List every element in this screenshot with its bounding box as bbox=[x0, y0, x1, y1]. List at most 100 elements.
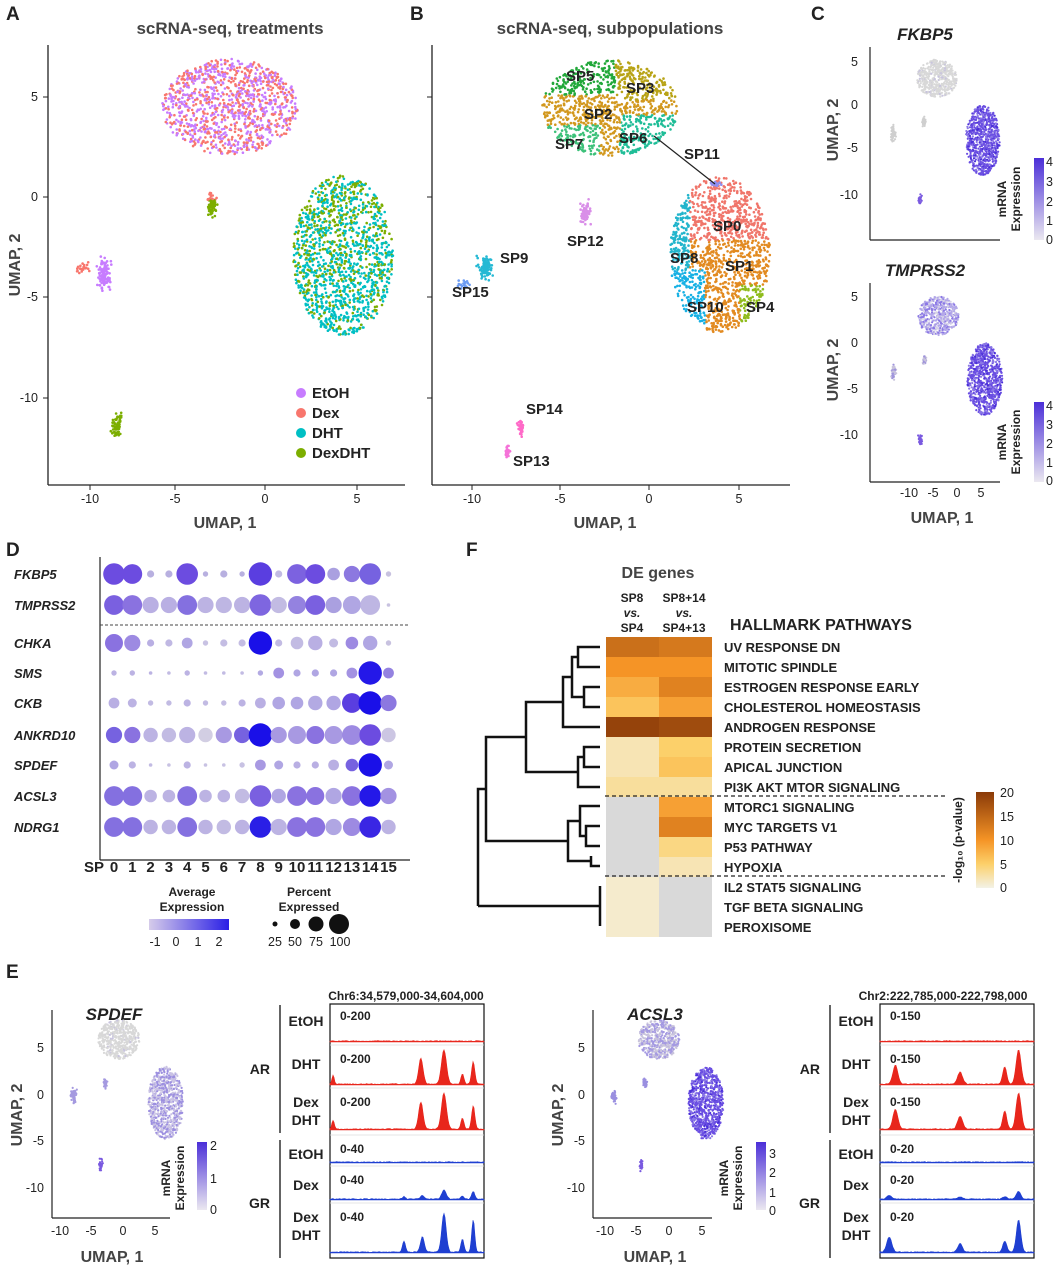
cell-point bbox=[573, 106, 577, 110]
cell-point bbox=[344, 191, 347, 194]
cell-point bbox=[321, 183, 325, 187]
cell-point bbox=[342, 300, 346, 304]
cell-point bbox=[293, 102, 297, 105]
cell-point bbox=[670, 103, 674, 106]
cell-point bbox=[248, 93, 251, 97]
cell-point bbox=[553, 130, 557, 134]
cell-point bbox=[234, 127, 237, 130]
cell-point bbox=[171, 131, 175, 134]
cell-point bbox=[229, 123, 233, 127]
cell-point bbox=[367, 237, 371, 241]
cell-point bbox=[175, 102, 178, 105]
cell-point bbox=[291, 116, 294, 120]
cell-point bbox=[255, 132, 259, 136]
cell-point bbox=[599, 131, 603, 134]
cell-point bbox=[556, 127, 559, 131]
cell-point bbox=[584, 94, 588, 98]
cell-point bbox=[379, 298, 382, 302]
cell-point bbox=[276, 72, 280, 76]
cell-point bbox=[276, 133, 279, 136]
cell-point bbox=[247, 76, 250, 79]
cell-point bbox=[647, 75, 651, 78]
cell-point bbox=[324, 273, 328, 276]
cell-point bbox=[229, 89, 232, 93]
cell-point bbox=[259, 119, 263, 122]
cell-point bbox=[205, 125, 209, 128]
a-xtick: 0 bbox=[262, 492, 269, 506]
cell-point bbox=[246, 79, 249, 82]
cell-point bbox=[682, 226, 685, 230]
cell-point bbox=[323, 207, 326, 210]
cell-point bbox=[359, 190, 362, 193]
cell-point bbox=[595, 95, 598, 99]
cell-point bbox=[739, 186, 742, 189]
cell-point bbox=[256, 115, 260, 119]
cell-point bbox=[756, 288, 760, 291]
cell-point bbox=[280, 116, 283, 119]
cell-point bbox=[308, 208, 312, 211]
cell-point bbox=[335, 262, 339, 266]
cell-point bbox=[660, 110, 664, 113]
cell-point bbox=[710, 322, 713, 325]
cell-point bbox=[578, 101, 582, 104]
cell-point bbox=[380, 203, 384, 206]
cell-point bbox=[357, 307, 361, 311]
cell-point bbox=[230, 98, 234, 101]
cell-point bbox=[724, 207, 728, 210]
cell-point bbox=[204, 136, 207, 139]
cell-point bbox=[385, 287, 389, 291]
cell-point bbox=[375, 305, 379, 308]
cell-point bbox=[332, 201, 335, 204]
cell-point bbox=[696, 294, 700, 298]
cell-point bbox=[186, 108, 190, 112]
cell-point bbox=[756, 217, 760, 220]
cell-point bbox=[583, 90, 587, 93]
cell-point bbox=[326, 198, 329, 202]
cell-point bbox=[372, 298, 376, 302]
cell-point bbox=[229, 80, 233, 84]
cell-point bbox=[236, 143, 240, 146]
cell-point bbox=[559, 104, 563, 107]
cell-point bbox=[343, 196, 346, 199]
cell-point bbox=[218, 149, 222, 152]
cell-point bbox=[731, 281, 734, 284]
cell-point bbox=[629, 121, 633, 124]
cell-point bbox=[281, 126, 284, 129]
cell-point bbox=[241, 114, 244, 117]
cell-point bbox=[573, 93, 576, 97]
cell-point bbox=[318, 233, 322, 237]
cell-point bbox=[219, 130, 222, 134]
cell-point bbox=[287, 90, 291, 94]
cell-point bbox=[338, 228, 342, 231]
cell-point bbox=[641, 96, 644, 100]
cell-point bbox=[732, 189, 736, 192]
cell-point bbox=[347, 283, 350, 287]
cell-point bbox=[223, 72, 227, 76]
cell-point bbox=[732, 237, 735, 240]
cell-point bbox=[217, 73, 220, 76]
cell-point bbox=[271, 108, 275, 111]
cell-point bbox=[187, 74, 190, 77]
cell-point bbox=[631, 74, 635, 77]
cell-point bbox=[213, 63, 217, 67]
cell-point bbox=[368, 268, 372, 271]
cell-point bbox=[351, 289, 355, 292]
cell-point bbox=[612, 96, 616, 100]
cell-point bbox=[342, 266, 346, 270]
cell-point bbox=[351, 228, 355, 231]
cell-point bbox=[220, 118, 224, 121]
cell-point bbox=[618, 118, 621, 122]
cell-point bbox=[266, 138, 269, 141]
cell-point bbox=[195, 110, 199, 113]
cell-point bbox=[223, 104, 227, 107]
cell-point bbox=[653, 112, 656, 115]
cell-point bbox=[111, 428, 115, 431]
cell-point bbox=[352, 294, 355, 298]
cell-point bbox=[342, 213, 346, 216]
cell-point bbox=[213, 92, 216, 96]
cell-point bbox=[639, 68, 643, 71]
cell-point bbox=[269, 85, 272, 88]
cell-point bbox=[370, 300, 373, 304]
cell-point bbox=[360, 210, 363, 214]
cell-point bbox=[714, 260, 717, 263]
